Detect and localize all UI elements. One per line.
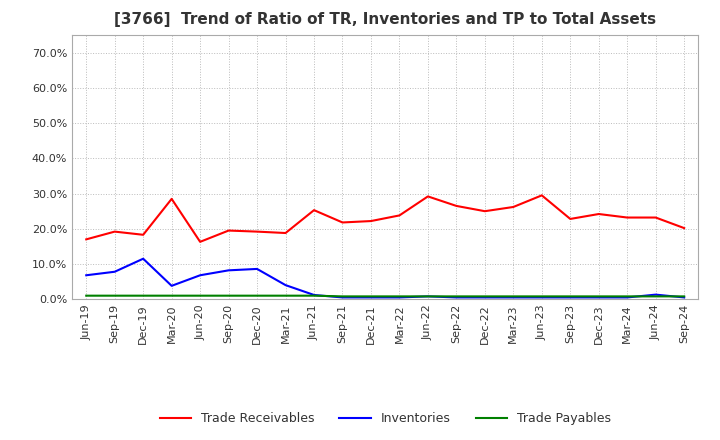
Inventories (480, 295, 489, 300)
Trade Receivables (110, 229, 119, 234)
Line: Inventories: Inventories (86, 259, 684, 297)
Trade Payables (566, 294, 575, 299)
Trade Receivables (509, 204, 518, 209)
Trade Receivables (537, 193, 546, 198)
Legend: Trade Receivables, Inventories, Trade Payables: Trade Receivables, Inventories, Trade Pa… (155, 407, 616, 430)
Trade Payables (452, 294, 461, 299)
Trade Receivables (253, 229, 261, 234)
Trade Payables (139, 293, 148, 298)
Trade Receivables (82, 237, 91, 242)
Inventories (338, 295, 347, 300)
Trade Receivables (452, 203, 461, 209)
Trade Payables (537, 294, 546, 299)
Trade Payables (82, 293, 91, 298)
Inventories (253, 266, 261, 271)
Inventories (509, 295, 518, 300)
Trade Payables (395, 294, 404, 299)
Trade Payables (338, 294, 347, 299)
Trade Payables (167, 293, 176, 298)
Inventories (82, 273, 91, 278)
Trade Payables (623, 294, 631, 299)
Inventories (680, 295, 688, 300)
Inventories (623, 295, 631, 300)
Inventories (366, 295, 375, 300)
Inventories (423, 294, 432, 299)
Trade Receivables (282, 231, 290, 236)
Trade Receivables (423, 194, 432, 199)
Trade Payables (595, 294, 603, 299)
Trade Payables (196, 293, 204, 298)
Trade Receivables (139, 232, 148, 238)
Trade Payables (310, 293, 318, 298)
Trade Receivables (310, 208, 318, 213)
Trade Payables (282, 293, 290, 298)
Trade Receivables (366, 218, 375, 224)
Trade Receivables (395, 213, 404, 218)
Trade Payables (680, 294, 688, 299)
Trade Receivables (480, 209, 489, 214)
Inventories (595, 295, 603, 300)
Trade Payables (480, 294, 489, 299)
Trade Payables (423, 294, 432, 299)
Trade Payables (253, 293, 261, 298)
Trade Receivables (196, 239, 204, 245)
Inventories (110, 269, 119, 275)
Line: Trade Payables: Trade Payables (86, 296, 684, 297)
Trade Receivables (652, 215, 660, 220)
Trade Receivables (338, 220, 347, 225)
Trade Payables (652, 294, 660, 299)
Inventories (139, 256, 148, 261)
Trade Payables (366, 294, 375, 299)
Trade Receivables (623, 215, 631, 220)
Inventories (310, 292, 318, 297)
Inventories (452, 295, 461, 300)
Trade Receivables (566, 216, 575, 222)
Trade Receivables (595, 211, 603, 216)
Line: Trade Receivables: Trade Receivables (86, 195, 684, 242)
Inventories (225, 268, 233, 273)
Trade Receivables (680, 225, 688, 231)
Inventories (196, 273, 204, 278)
Inventories (652, 292, 660, 297)
Title: [3766]  Trend of Ratio of TR, Inventories and TP to Total Assets: [3766] Trend of Ratio of TR, Inventories… (114, 12, 656, 27)
Trade Payables (110, 293, 119, 298)
Trade Receivables (225, 228, 233, 233)
Trade Receivables (167, 196, 176, 202)
Trade Payables (509, 294, 518, 299)
Trade Payables (225, 293, 233, 298)
Inventories (167, 283, 176, 289)
Inventories (282, 282, 290, 288)
Inventories (566, 295, 575, 300)
Inventories (395, 295, 404, 300)
Inventories (537, 295, 546, 300)
